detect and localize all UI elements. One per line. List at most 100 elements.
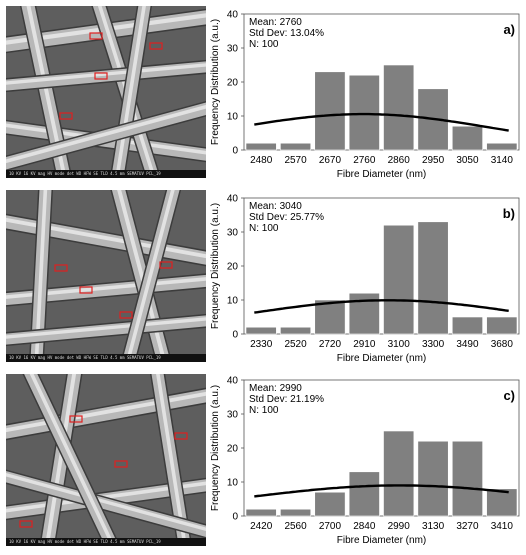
histogram-bar xyxy=(383,64,415,151)
histogram-bar xyxy=(280,508,312,517)
stats-line: N: 100 xyxy=(249,223,279,234)
histogram-chart-b: 0 10 20 30 40 2330 2520 2720 2910 3100 3300 3490 368… xyxy=(206,188,526,368)
histogram-bar xyxy=(383,430,415,517)
diameter-measure-mark xyxy=(54,264,68,272)
y-tick-label: 10 xyxy=(227,296,239,307)
y-tick-label: 20 xyxy=(227,78,239,89)
fibre-highlight xyxy=(6,473,206,531)
histogram-chart-c: 0 10 20 30 40 2420 2560 2700 2840 2990 3130 3270 341… xyxy=(206,370,526,550)
histogram-b-svg: 0 10 20 30 40 2330 2520 2720 2910 3100 3300 3490 368… xyxy=(210,194,520,364)
y-tick-label: 20 xyxy=(227,444,239,455)
panel-label: b) xyxy=(503,206,515,221)
fibre xyxy=(6,61,206,91)
histogram-bar xyxy=(314,71,346,151)
x-tick-label: 2560 xyxy=(284,521,307,532)
stats-line: N: 100 xyxy=(249,39,279,50)
histogram-bar xyxy=(348,74,380,151)
y-tick-label: 10 xyxy=(227,478,239,489)
stats-line: Std Dev: 25.77% xyxy=(249,212,324,223)
histogram-bar xyxy=(280,142,312,151)
x-tick-label: 3130 xyxy=(422,521,445,532)
x-axis-title: Fibre Diameter (nm) xyxy=(337,535,426,546)
histogram-bar xyxy=(245,142,277,151)
fibre-highlight xyxy=(44,374,77,546)
stats-line: Mean: 2760 xyxy=(249,17,302,28)
x-tick-label: 2330 xyxy=(250,339,273,350)
x-tick-label: 2480 xyxy=(250,155,273,166)
normal-fit-curve xyxy=(254,484,509,498)
stats-line: N: 100 xyxy=(249,405,279,416)
sem-image-a: 10 KV 16 KV mag HV mode det WD HFW SE TL… xyxy=(6,6,206,178)
x-tick-label: 3300 xyxy=(422,339,445,350)
histogram-c-svg: 0 10 20 30 40 2420 2560 2700 2840 2990 3130 3270 341… xyxy=(210,376,520,546)
x-tick-label: 3490 xyxy=(456,339,479,350)
fibre-highlight xyxy=(117,190,167,362)
fibre-highlight xyxy=(6,391,206,433)
y-tick-label: 40 xyxy=(227,376,239,387)
x-tick-label: 3140 xyxy=(491,155,514,166)
x-tick-label: 2700 xyxy=(319,521,342,532)
y-tick-label: 10 xyxy=(227,112,239,123)
diameter-measure-mark xyxy=(119,311,133,319)
diameter-measure-mark xyxy=(174,432,188,440)
histogram-bar xyxy=(451,316,483,335)
fibre xyxy=(6,315,206,345)
histogram-bar xyxy=(486,316,518,335)
fibre-highlight xyxy=(6,217,206,259)
diameter-measure-mark xyxy=(94,72,108,80)
x-tick-label: 2520 xyxy=(284,339,307,350)
x-tick-label: 2840 xyxy=(353,521,376,532)
diameter-measure-mark xyxy=(59,112,73,120)
histogram-chart-a: 0 10 20 30 40 2480 2570 2670 2760 2860 2950 3050 314… xyxy=(206,4,526,184)
diameter-measure-mark xyxy=(159,261,173,269)
sem-image-c: 10 KV 16 KV mag HV mode det WD HFW SE TL… xyxy=(6,374,206,546)
diameter-measure-mark xyxy=(69,415,83,423)
y-tick-label: 0 xyxy=(232,146,238,157)
x-tick-label: 2570 xyxy=(284,155,307,166)
fibre xyxy=(6,215,206,265)
x-tick-label: 2990 xyxy=(388,521,411,532)
y-tick-label: 30 xyxy=(227,44,239,55)
sem-image-b: 10 KV 16 KV mag HV mode det WD HFW SE TL… xyxy=(6,190,206,362)
y-tick-label: 40 xyxy=(227,194,239,205)
fibre-highlight xyxy=(6,63,206,85)
diameter-measure-mark xyxy=(79,286,93,294)
x-tick-label: 2720 xyxy=(319,339,342,350)
x-tick-label: 2420 xyxy=(250,521,273,532)
y-axis-title: Frequency Distribution (a.u.) xyxy=(210,203,221,329)
x-tick-label: 2760 xyxy=(353,155,376,166)
normal-fit-curve xyxy=(254,299,509,314)
histogram-bar xyxy=(451,125,483,151)
histogram-bar xyxy=(486,142,518,151)
sem-info-bar-c: 10 KV 16 KV mag HV mode det WD HFW SE TL… xyxy=(6,538,206,546)
y-tick-label: 0 xyxy=(232,512,238,523)
y-tick-label: 0 xyxy=(232,330,238,341)
fibre xyxy=(6,102,206,170)
x-tick-label: 2670 xyxy=(319,155,342,166)
histogram-bar xyxy=(348,471,380,517)
stats-line: Std Dev: 13.04% xyxy=(249,28,324,39)
panel-label: c) xyxy=(503,388,515,403)
fibre-highlight xyxy=(125,190,175,362)
histogram-a-svg: 0 10 20 30 40 2480 2570 2670 2760 2860 2950 3050 314… xyxy=(210,10,520,180)
stats-line: Mean: 3040 xyxy=(249,201,302,212)
stats-line: Std Dev: 21.19% xyxy=(249,394,324,405)
diameter-measure-mark xyxy=(19,520,33,528)
histogram-bar xyxy=(245,508,277,517)
histogram-bar xyxy=(383,224,415,335)
y-axis-title: Frequency Distribution (a.u.) xyxy=(210,19,221,145)
histogram-bar xyxy=(417,440,449,517)
normal-fit-curve xyxy=(254,112,509,132)
fibre-highlight xyxy=(6,317,206,339)
x-tick-label: 2910 xyxy=(353,339,376,350)
sem-micrograph-a xyxy=(6,6,206,178)
fibre xyxy=(6,389,206,439)
x-axis-title: Fibre Diameter (nm) xyxy=(337,353,426,364)
histogram-bar xyxy=(245,326,277,335)
y-tick-label: 20 xyxy=(227,262,239,273)
y-tick-label: 30 xyxy=(227,410,239,421)
y-tick-label: 30 xyxy=(227,228,239,239)
diameter-measure-mark xyxy=(114,460,128,468)
y-tick-label: 40 xyxy=(227,10,239,21)
fibre-highlight xyxy=(6,104,206,164)
